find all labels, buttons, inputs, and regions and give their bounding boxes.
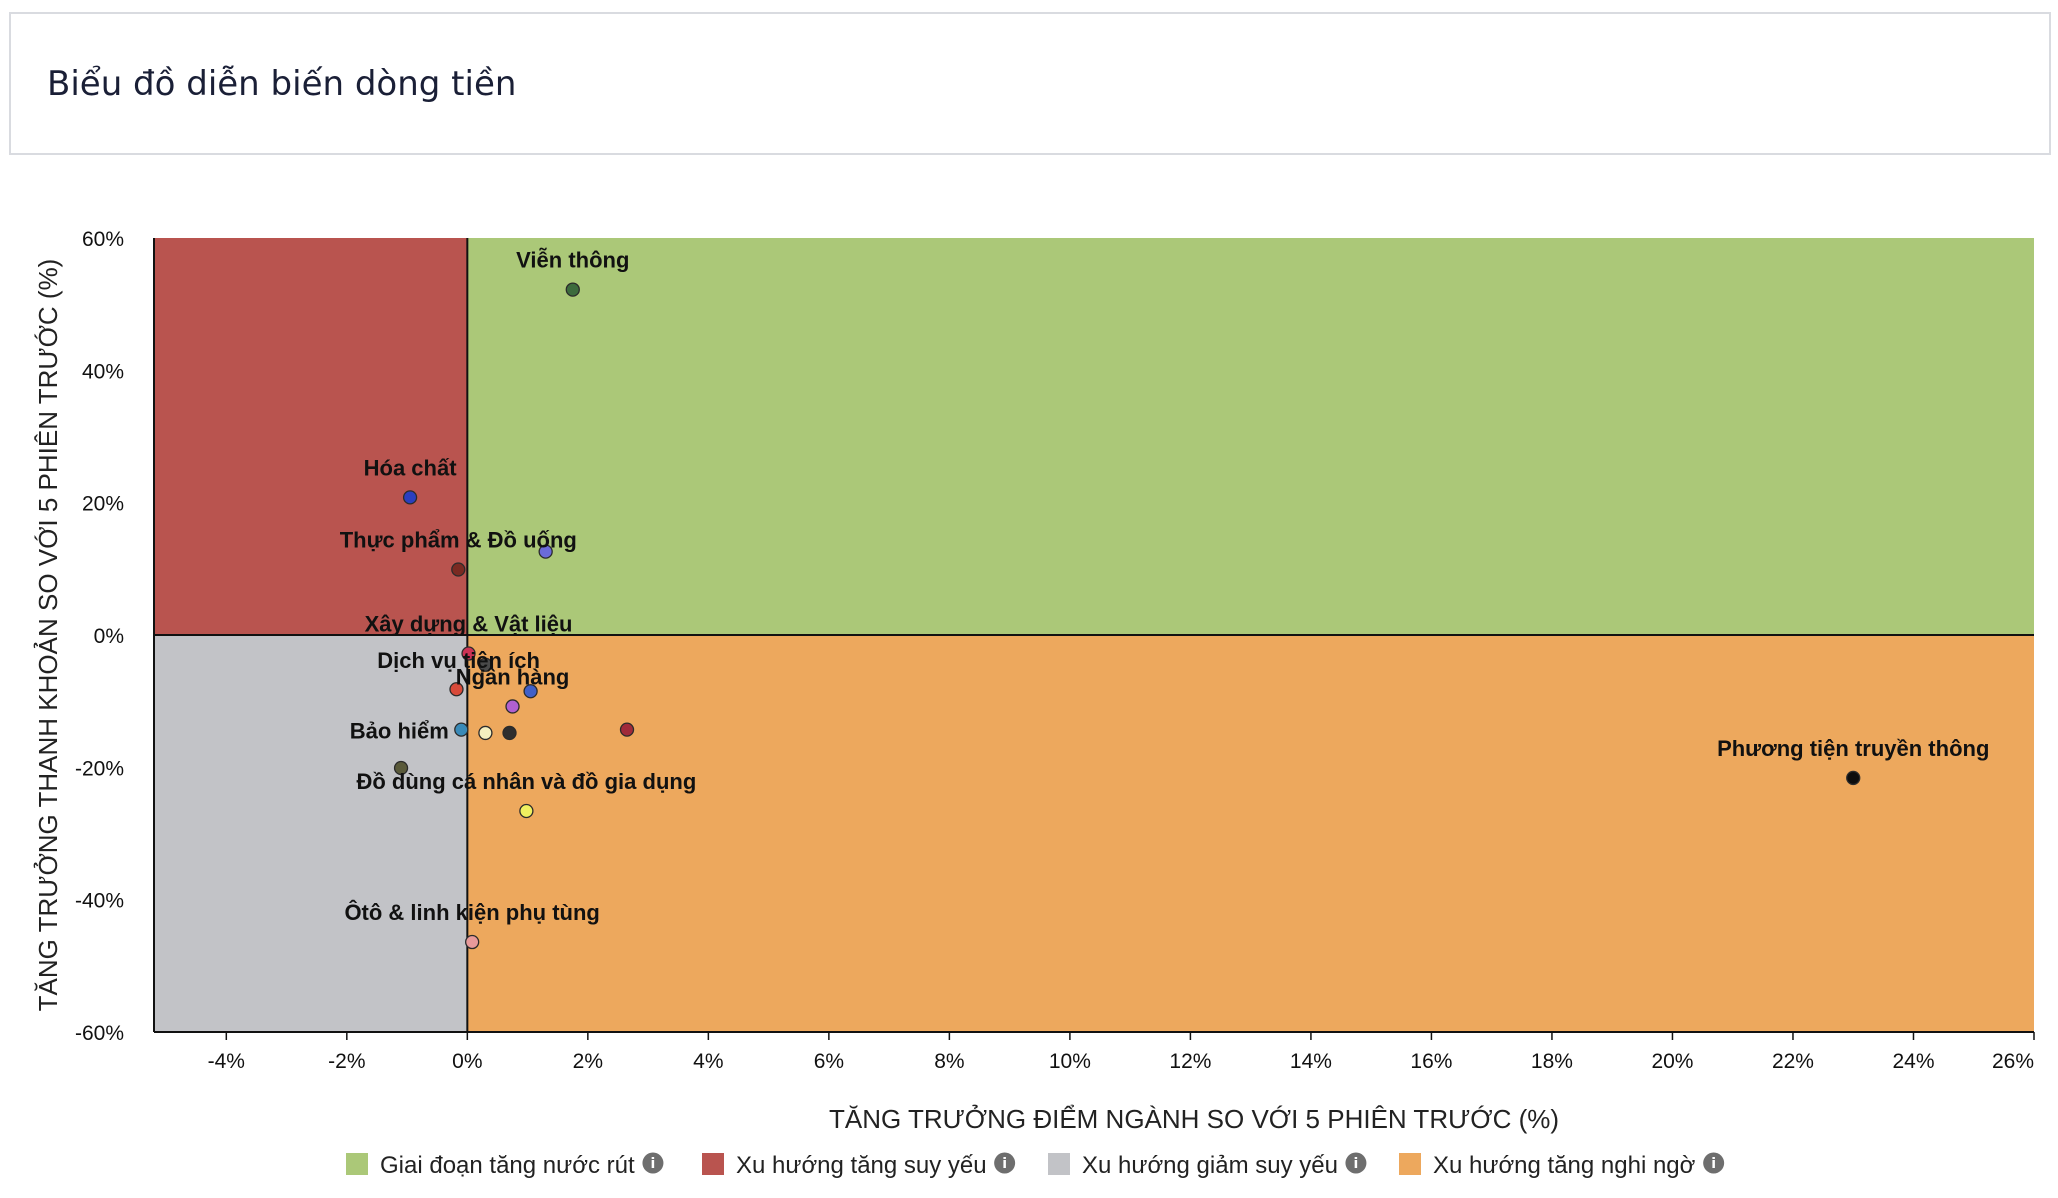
y-axis-title: TĂNG TRƯỞNG THANH KHOẢN SO VỚI 5 PHIÊN T… — [32, 259, 63, 1012]
y-tick-label: 60% — [82, 228, 124, 251]
x-axis-title: TĂNG TRƯỞNG ĐIỂM NGÀNH SO VỚI 5 PHIÊN TR… — [829, 1103, 1559, 1134]
x-tick-label: 12% — [1169, 1050, 1211, 1073]
data-point[interactable] — [454, 722, 469, 737]
y-tick-label: 0% — [94, 625, 124, 648]
x-tick-label: 8% — [934, 1050, 964, 1073]
info-icon-glyph: i — [1711, 1156, 1716, 1172]
x-tick-label: 18% — [1531, 1050, 1573, 1073]
data-point-label: Bảo hiểm — [350, 719, 449, 744]
x-tick-label: 20% — [1651, 1050, 1693, 1073]
data-point[interactable] — [402, 490, 418, 505]
data-point[interactable] — [478, 657, 493, 672]
data-point-label: Viễn thông — [516, 248, 629, 273]
x-tick-label: -2% — [328, 1050, 365, 1073]
quadrant-weakening-down-background — [154, 635, 468, 1032]
data-point[interactable] — [393, 760, 409, 776]
x-tick-label: 10% — [1049, 1050, 1091, 1073]
x-tick-label: 4% — [693, 1050, 723, 1073]
info-icon-glyph: i — [651, 1156, 656, 1172]
info-icon[interactable] — [994, 1152, 1016, 1174]
x-tick-label: 22% — [1772, 1050, 1814, 1073]
data-point[interactable] — [505, 699, 520, 714]
data-point[interactable] — [449, 682, 464, 697]
legend-swatch — [1399, 1153, 1421, 1175]
x-tick-label: 6% — [814, 1050, 844, 1073]
x-tick-label: -4% — [208, 1050, 245, 1073]
data-point[interactable] — [465, 934, 480, 950]
data-point[interactable] — [1846, 770, 1861, 786]
legend-item-label[interactable]: Giai đoạn tăng nước rút — [380, 1152, 635, 1179]
y-tick-label: -60% — [75, 1022, 124, 1045]
data-point[interactable] — [451, 562, 466, 577]
quadrant-sprint-up-background — [467, 238, 2034, 635]
data-point[interactable] — [478, 725, 493, 741]
x-tick-label: 2% — [573, 1050, 603, 1073]
quadrant-weakening-up-background — [154, 238, 468, 635]
data-point[interactable] — [519, 803, 534, 819]
data-point[interactable] — [538, 544, 553, 559]
legend-item-label[interactable]: Xu hướng tăng suy yếu — [736, 1152, 987, 1179]
page-title: Biểu đồ diễn biến dòng tiền — [47, 64, 517, 104]
legend-item-label[interactable]: Xu hướng tăng nghi ngờ — [1433, 1152, 1696, 1179]
data-point-label: Ôtô & linh kiện phụ tùng — [344, 900, 599, 925]
data-point[interactable] — [523, 684, 538, 699]
info-icon[interactable] — [642, 1152, 664, 1174]
data-point-label: Ngân hàng — [456, 664, 570, 689]
legend-swatch — [1048, 1153, 1070, 1175]
y-tick-label: -40% — [75, 890, 124, 913]
data-point[interactable] — [619, 722, 635, 737]
data-point-label: Đồ dùng cá nhân và đồ gia dụng — [356, 769, 696, 794]
info-icon-glyph: i — [1354, 1156, 1359, 1172]
data-point[interactable] — [461, 646, 476, 661]
y-tick-label: -20% — [75, 757, 124, 780]
data-point[interactable] — [502, 725, 517, 741]
data-point-label: Xây dựng & Vật liệu — [365, 612, 573, 637]
x-tick-label: 0% — [452, 1050, 482, 1073]
legend-item-label[interactable]: Xu hướng giảm suy yếu — [1082, 1152, 1338, 1179]
y-tick-label: 40% — [82, 360, 124, 383]
data-point[interactable] — [565, 282, 580, 297]
data-point-label: Thực phẩm & Đồ uống — [340, 527, 577, 552]
info-icon-glyph: i — [1002, 1156, 1007, 1172]
data-point-label: Hóa chất — [364, 455, 458, 480]
legend-swatch — [346, 1153, 368, 1175]
x-tick-label: 24% — [1892, 1050, 1934, 1073]
x-tick-label: 26% — [1992, 1050, 2034, 1073]
chart-header-card: Biểu đồ diễn biến dòng tiền — [9, 12, 2051, 155]
data-point-label: Phương tiện truyền thông — [1717, 736, 1989, 761]
x-tick-label: 16% — [1410, 1050, 1452, 1073]
y-tick-label: 20% — [82, 493, 124, 516]
info-icon[interactable] — [1703, 1152, 1725, 1174]
quadrant-doubtful-up-background — [467, 635, 2034, 1032]
legend-swatch — [702, 1153, 724, 1175]
info-icon[interactable] — [1345, 1152, 1367, 1174]
data-point-label: Dịch vụ tiện ích — [377, 648, 540, 673]
x-tick-label: 14% — [1290, 1050, 1332, 1073]
